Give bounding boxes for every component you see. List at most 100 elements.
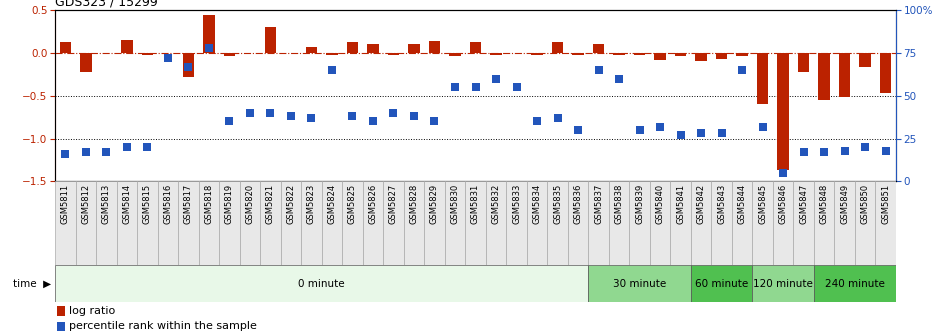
- Point: [345, 114, 360, 119]
- Point: [58, 151, 73, 157]
- Text: percentile rank within the sample: percentile rank within the sample: [68, 321, 257, 331]
- Text: GSM5846: GSM5846: [779, 184, 787, 224]
- Bar: [264, 27, 276, 53]
- Point: [222, 119, 237, 124]
- Point: [202, 45, 217, 50]
- Text: GSM5829: GSM5829: [430, 184, 439, 224]
- Bar: [552, 42, 563, 53]
- Text: log ratio: log ratio: [68, 306, 115, 316]
- Bar: [450, 53, 460, 56]
- Bar: [240, 181, 261, 265]
- Text: 0 minute: 0 minute: [299, 279, 345, 289]
- Text: GSM5817: GSM5817: [184, 184, 193, 224]
- Point: [243, 110, 258, 116]
- Bar: [752, 265, 814, 302]
- Point: [509, 84, 524, 90]
- Point: [571, 127, 586, 133]
- Bar: [613, 53, 625, 55]
- Bar: [158, 181, 178, 265]
- Text: GSM5823: GSM5823: [307, 184, 316, 224]
- Bar: [695, 53, 707, 61]
- Bar: [301, 181, 321, 265]
- Bar: [60, 42, 71, 53]
- Bar: [834, 181, 855, 265]
- Bar: [880, 53, 891, 93]
- Text: GSM5835: GSM5835: [553, 184, 562, 224]
- Bar: [55, 265, 589, 302]
- Point: [734, 67, 749, 73]
- Bar: [57, 322, 65, 331]
- Point: [140, 144, 155, 150]
- Bar: [675, 53, 687, 56]
- Bar: [117, 181, 137, 265]
- Point: [775, 170, 790, 175]
- Bar: [57, 306, 65, 316]
- Point: [755, 124, 770, 129]
- Point: [631, 127, 647, 133]
- Point: [161, 55, 176, 61]
- Point: [324, 67, 340, 73]
- Text: GSM5820: GSM5820: [245, 184, 255, 224]
- Point: [406, 114, 421, 119]
- Text: GSM5844: GSM5844: [738, 184, 747, 224]
- Text: GSM5816: GSM5816: [164, 184, 172, 224]
- Point: [530, 119, 545, 124]
- Text: GSM5828: GSM5828: [410, 184, 418, 224]
- Point: [878, 148, 893, 153]
- Text: time  ▶: time ▶: [12, 279, 51, 289]
- Bar: [547, 181, 568, 265]
- Bar: [347, 42, 359, 53]
- Bar: [654, 53, 666, 60]
- Text: GSM5814: GSM5814: [123, 184, 131, 224]
- Bar: [122, 40, 132, 53]
- Point: [99, 150, 114, 155]
- Text: GSM5847: GSM5847: [799, 184, 808, 224]
- Bar: [690, 265, 752, 302]
- Point: [714, 131, 729, 136]
- Bar: [388, 53, 399, 55]
- Bar: [429, 41, 440, 53]
- Bar: [223, 53, 235, 56]
- Bar: [609, 181, 630, 265]
- Bar: [465, 181, 486, 265]
- Text: GSM5821: GSM5821: [266, 184, 275, 224]
- Bar: [362, 181, 383, 265]
- Bar: [650, 181, 670, 265]
- Point: [817, 150, 832, 155]
- Bar: [261, 181, 281, 265]
- Bar: [491, 53, 501, 55]
- Bar: [321, 181, 342, 265]
- Text: GSM5815: GSM5815: [143, 184, 152, 224]
- Bar: [383, 181, 404, 265]
- Bar: [875, 181, 896, 265]
- Bar: [757, 53, 768, 104]
- Point: [550, 115, 565, 121]
- Point: [611, 76, 627, 81]
- Text: GSM5845: GSM5845: [758, 184, 767, 224]
- Bar: [80, 53, 91, 72]
- Bar: [281, 181, 301, 265]
- Bar: [589, 181, 609, 265]
- Bar: [445, 181, 465, 265]
- Text: GSM5837: GSM5837: [594, 184, 603, 224]
- Bar: [404, 181, 424, 265]
- Text: GSM5834: GSM5834: [533, 184, 541, 224]
- Point: [447, 84, 462, 90]
- Bar: [470, 42, 481, 53]
- Bar: [408, 44, 419, 53]
- Bar: [55, 181, 76, 265]
- Bar: [592, 44, 604, 53]
- Bar: [814, 181, 834, 265]
- Point: [365, 119, 380, 124]
- Text: GSM5838: GSM5838: [614, 184, 624, 224]
- Text: GSM5819: GSM5819: [225, 184, 234, 224]
- Bar: [424, 181, 445, 265]
- Text: GSM5824: GSM5824: [327, 184, 337, 224]
- Point: [283, 114, 299, 119]
- Text: GSM5843: GSM5843: [717, 184, 726, 224]
- Point: [837, 148, 852, 153]
- Bar: [532, 53, 543, 55]
- Point: [489, 76, 504, 81]
- Bar: [773, 181, 793, 265]
- Point: [427, 119, 442, 124]
